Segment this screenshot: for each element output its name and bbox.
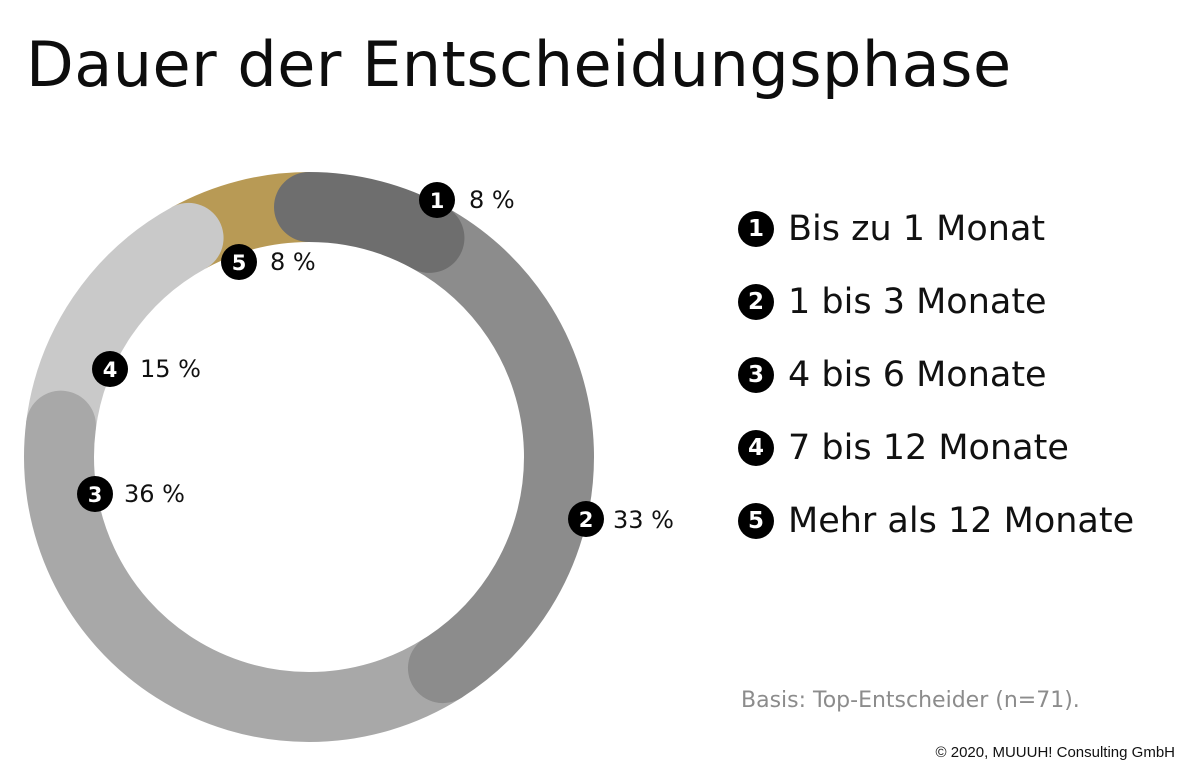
legend-label: 7 bis 12 Monate: [788, 427, 1069, 468]
donut-segment: [24, 390, 478, 742]
value-number-badge: [419, 182, 455, 218]
legend-item: 1 Bis zu 1 Monat: [738, 192, 1134, 265]
legend-number-badge: 5: [738, 502, 774, 539]
legend-label: Bis zu 1 Monat: [788, 208, 1046, 249]
legend-label: Mehr als 12 Monate: [788, 500, 1135, 541]
basis-note: Basis: Top-Entscheider (n=71).: [741, 688, 1080, 713]
legend-number-badge: 3: [738, 356, 774, 393]
legend-number-badge: 1: [738, 210, 774, 247]
donut-segment: [274, 172, 465, 273]
value-number-label: 4: [103, 358, 118, 382]
value-number-label: 1: [430, 189, 445, 213]
value-number-badge: [221, 244, 257, 280]
legend-number-badge: 2: [738, 283, 774, 320]
value-label: 15 %: [140, 355, 201, 383]
legend-label: 1 bis 3 Monate: [788, 281, 1047, 322]
chart-title: Dauer der Entscheidungsphase: [26, 28, 1012, 101]
legend-item: 4 7 bis 12 Monate: [738, 411, 1134, 484]
value-label: 36 %: [124, 480, 185, 508]
value-number-label: 3: [88, 483, 103, 507]
value-label: 8 %: [270, 248, 316, 276]
legend-item: 2 1 bis 3 Monate: [738, 265, 1134, 338]
value-number-badge: [568, 501, 604, 537]
legend: 1 Bis zu 1 Monat 2 1 bis 3 Monate 3 4 bi…: [738, 192, 1134, 557]
value-number-label: 5: [232, 251, 247, 275]
value-label: 33 %: [613, 506, 674, 534]
value-number-label: 2: [579, 508, 594, 532]
value-label: 8 %: [469, 186, 515, 214]
legend-item: 5 Mehr als 12 Monate: [738, 484, 1134, 557]
copyright-notice: © 2020, MUUUH! Consulting GmbH: [935, 744, 1175, 761]
value-number-badge: [92, 351, 128, 387]
legend-number-badge: 4: [738, 429, 774, 466]
legend-item: 3 4 bis 6 Monate: [738, 338, 1134, 411]
legend-label: 4 bis 6 Monate: [788, 354, 1047, 395]
donut-segment: [394, 202, 594, 704]
donut-chart: 1 8 % 2 33 % 3 36 % 4 15 % 5 8 %: [24, 172, 674, 742]
value-number-badge: [77, 476, 113, 512]
